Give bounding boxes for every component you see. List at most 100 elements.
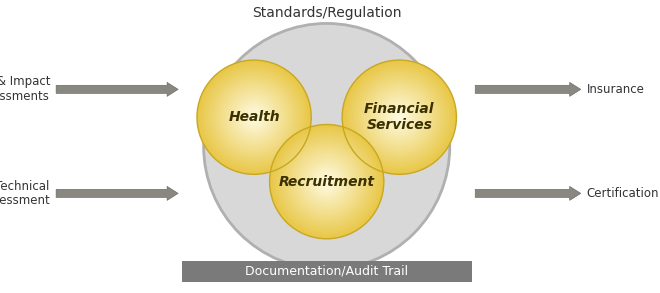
Circle shape <box>230 93 279 142</box>
Circle shape <box>288 143 365 220</box>
Circle shape <box>209 71 300 163</box>
Polygon shape <box>56 186 178 200</box>
Text: Governance & Impact
Assessments: Governance & Impact Assessments <box>0 75 50 103</box>
Circle shape <box>216 79 292 156</box>
Circle shape <box>398 116 401 119</box>
Text: Health: Health <box>228 110 280 124</box>
Circle shape <box>284 139 370 224</box>
Circle shape <box>356 74 442 160</box>
Circle shape <box>248 112 260 123</box>
Circle shape <box>292 147 361 216</box>
Circle shape <box>317 172 337 192</box>
Circle shape <box>348 66 451 169</box>
Circle shape <box>273 127 381 236</box>
Circle shape <box>355 73 444 161</box>
Circle shape <box>366 84 432 150</box>
Circle shape <box>312 167 341 196</box>
Circle shape <box>205 69 303 166</box>
Circle shape <box>220 83 288 151</box>
Circle shape <box>315 170 338 193</box>
Circle shape <box>381 99 418 136</box>
Circle shape <box>295 150 358 213</box>
Polygon shape <box>475 82 581 96</box>
Circle shape <box>314 169 339 195</box>
Circle shape <box>204 23 449 270</box>
Circle shape <box>246 109 263 126</box>
Circle shape <box>391 109 408 126</box>
Circle shape <box>307 162 347 202</box>
Circle shape <box>374 91 425 143</box>
Circle shape <box>370 87 429 147</box>
Circle shape <box>222 86 286 149</box>
FancyBboxPatch shape <box>182 261 472 282</box>
Circle shape <box>387 104 412 130</box>
Text: Insurance: Insurance <box>587 83 645 96</box>
Circle shape <box>302 157 351 206</box>
Circle shape <box>280 134 374 229</box>
Circle shape <box>224 87 284 147</box>
Circle shape <box>344 62 455 173</box>
Circle shape <box>358 76 441 159</box>
Circle shape <box>234 97 274 137</box>
Circle shape <box>251 114 257 120</box>
Text: Recruitment: Recruitment <box>279 175 375 189</box>
Circle shape <box>250 113 258 122</box>
Circle shape <box>385 103 414 132</box>
Circle shape <box>371 89 428 146</box>
Circle shape <box>281 136 372 227</box>
Circle shape <box>324 179 329 185</box>
Circle shape <box>318 173 335 190</box>
Circle shape <box>247 110 261 124</box>
Circle shape <box>242 104 267 130</box>
Circle shape <box>325 180 328 183</box>
Circle shape <box>210 73 298 161</box>
Circle shape <box>204 67 304 167</box>
Circle shape <box>378 96 420 139</box>
Circle shape <box>304 159 350 205</box>
Circle shape <box>213 76 296 159</box>
Circle shape <box>375 93 424 142</box>
Circle shape <box>227 90 281 144</box>
Circle shape <box>345 63 453 171</box>
Circle shape <box>301 156 352 207</box>
Circle shape <box>244 107 264 127</box>
Text: Audit/Technical
Assessment: Audit/Technical Assessment <box>0 179 50 207</box>
Circle shape <box>207 70 301 164</box>
Circle shape <box>238 101 270 133</box>
Circle shape <box>217 80 291 154</box>
Circle shape <box>201 64 307 170</box>
Circle shape <box>221 84 287 150</box>
Circle shape <box>294 149 360 214</box>
Circle shape <box>274 129 379 234</box>
Circle shape <box>397 114 402 120</box>
Circle shape <box>228 91 280 143</box>
Circle shape <box>253 116 255 119</box>
Circle shape <box>306 160 348 203</box>
Circle shape <box>214 77 294 157</box>
Circle shape <box>300 154 354 209</box>
Circle shape <box>269 125 384 239</box>
Circle shape <box>311 166 343 197</box>
Circle shape <box>199 62 310 173</box>
Circle shape <box>349 67 449 167</box>
Circle shape <box>362 80 436 154</box>
Circle shape <box>231 94 277 140</box>
Circle shape <box>395 113 403 122</box>
Circle shape <box>233 96 275 139</box>
Circle shape <box>372 90 426 144</box>
Circle shape <box>243 106 265 129</box>
Circle shape <box>376 94 422 140</box>
Text: Financial
Services: Financial Services <box>364 102 434 132</box>
Circle shape <box>290 144 364 219</box>
Circle shape <box>361 79 438 156</box>
Circle shape <box>346 64 452 170</box>
Circle shape <box>286 142 367 222</box>
Circle shape <box>285 140 368 223</box>
Circle shape <box>275 130 378 233</box>
Circle shape <box>271 126 382 237</box>
Circle shape <box>352 70 446 164</box>
Circle shape <box>291 146 362 217</box>
Circle shape <box>383 101 415 133</box>
Circle shape <box>282 137 371 226</box>
Circle shape <box>364 81 435 153</box>
